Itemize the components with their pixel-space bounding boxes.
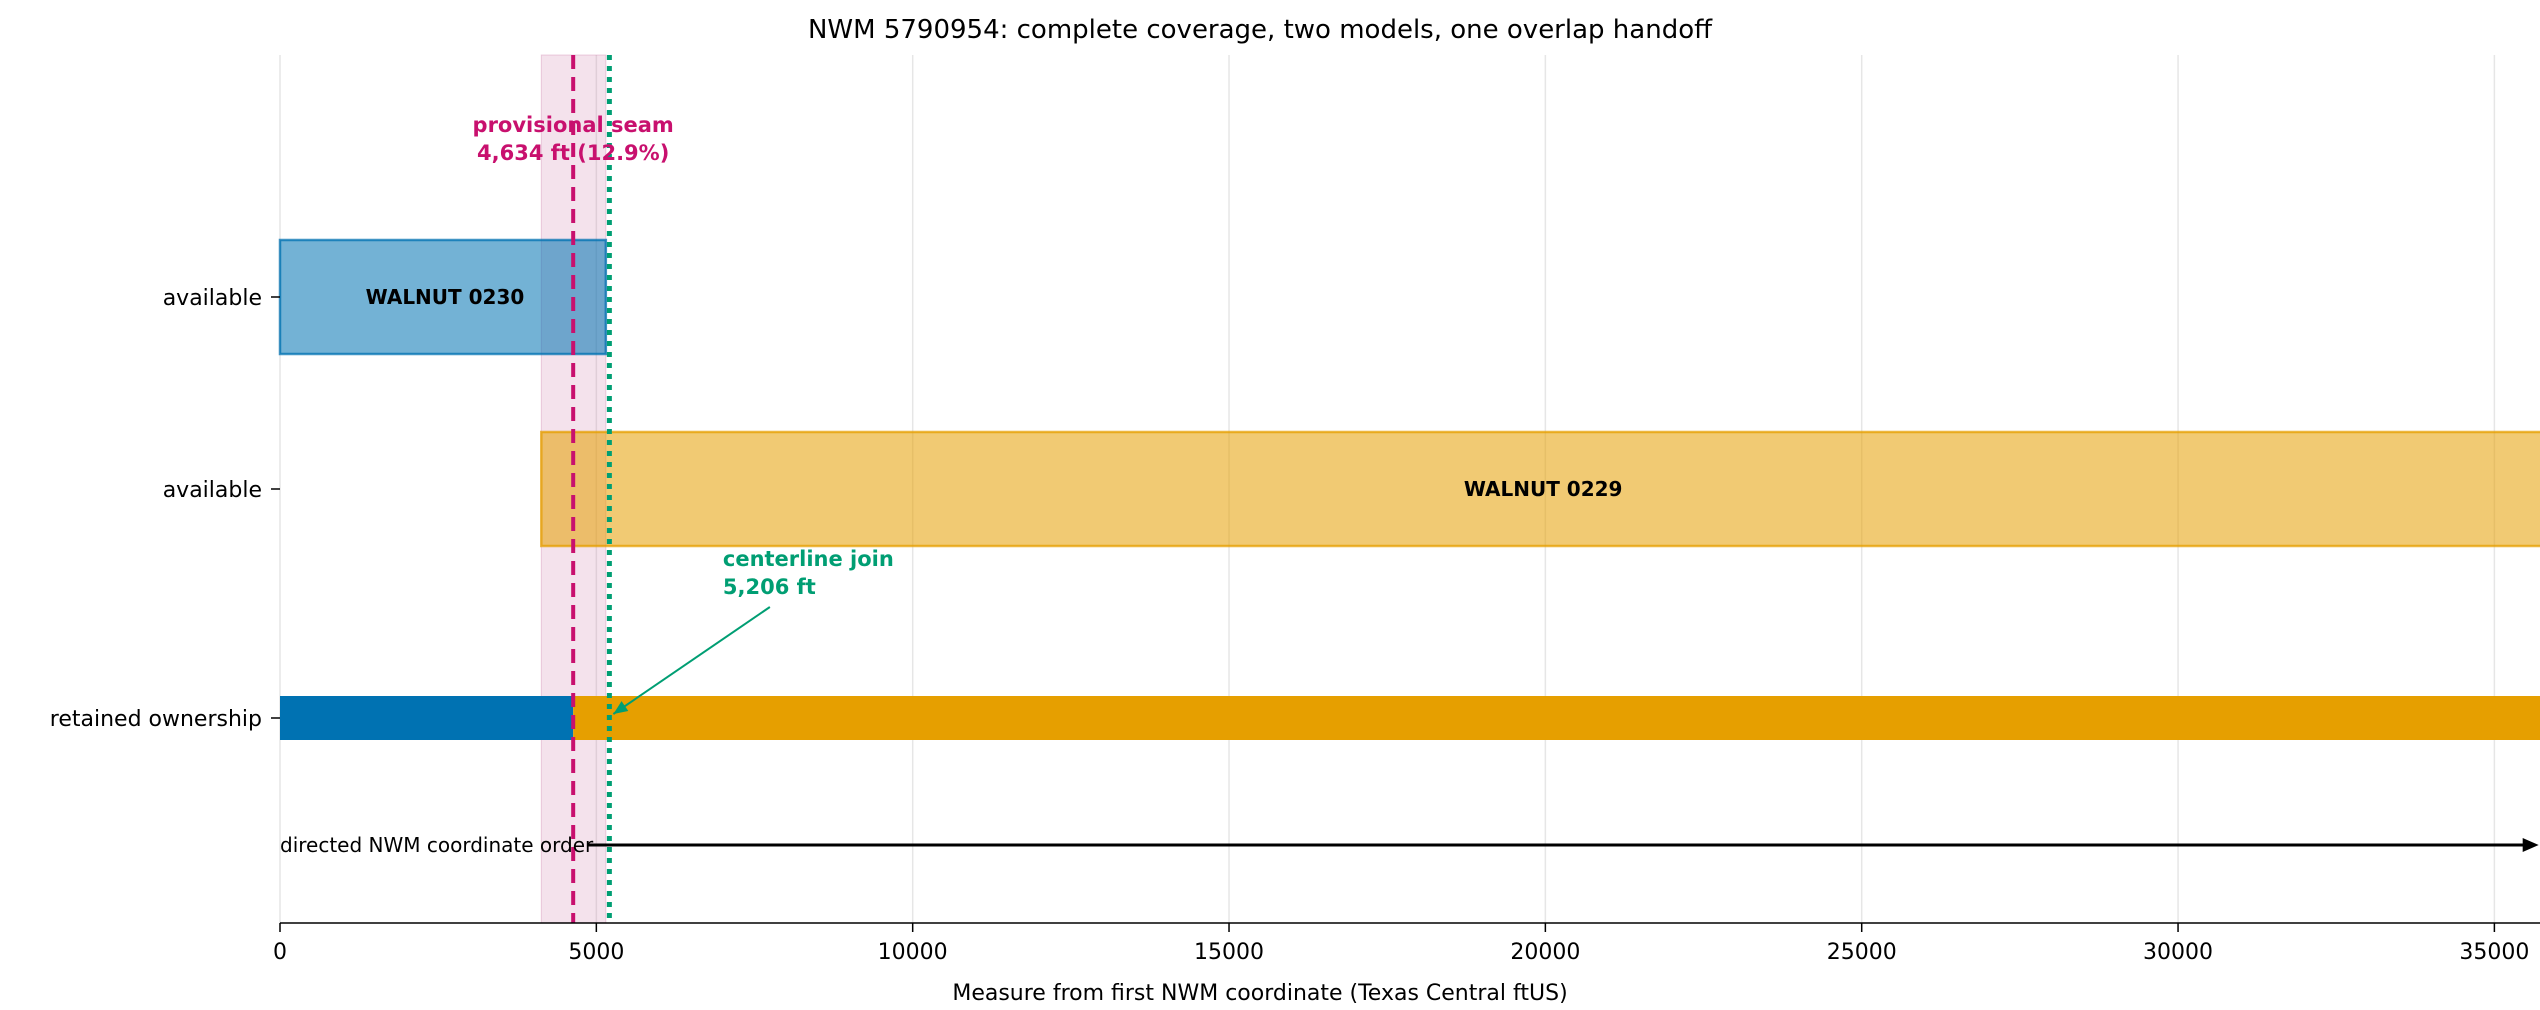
- join-arrow-shaft: [612, 606, 771, 715]
- annotations-layer: provisional seam 4,634 ft (12.9%) centerli…: [280, 113, 2539, 857]
- join-label-title: centerline join: [723, 547, 894, 571]
- coverage-bar: [540, 430, 2540, 548]
- bar-label: WALNUT 0230: [366, 285, 525, 309]
- x-tick-label: 30000: [2143, 940, 2213, 965]
- reference-lines-layer: [571, 55, 612, 923]
- chart-title: NWM 5790954: complete coverage, two mode…: [808, 15, 1713, 45]
- x-tick-label: 25000: [1827, 940, 1897, 965]
- bar-label: WALNUT 0229: [1464, 477, 1623, 501]
- axes-layer: available available retained ownership 0 500…: [50, 286, 2540, 965]
- seam-label-title: provisional seam: [473, 113, 674, 137]
- y-tick-label: available: [163, 286, 262, 311]
- x-tick-label: 35000: [2459, 940, 2529, 965]
- x-tick-label: 15000: [1194, 940, 1264, 965]
- x-axis-label: Measure from first NWM coordinate (Texas…: [952, 981, 1567, 1006]
- x-tick-label: 10000: [878, 940, 948, 965]
- x-tick-label: 20000: [1510, 940, 1580, 965]
- y-tick-label: available: [163, 478, 262, 503]
- coverage-bar: [278, 238, 608, 356]
- ownership-segment-bar: [573, 696, 2540, 740]
- x-tick-label: 0: [273, 940, 287, 965]
- seam-label-value: 4,634 ft (12.9%): [477, 141, 669, 165]
- y-tick-label: retained ownership: [50, 707, 262, 732]
- bars-layer: WALNUT 0230 WALNUT 0229: [278, 238, 2540, 740]
- join-label-value: 5,206 ft: [723, 575, 816, 599]
- ownership-segment-bar: [280, 696, 574, 740]
- join-arrow-head: [613, 701, 629, 714]
- direction-label: directed NWM coordinate order: [280, 833, 594, 857]
- direction-arrow-head: [2522, 838, 2539, 852]
- x-tick-label: 5000: [568, 940, 624, 965]
